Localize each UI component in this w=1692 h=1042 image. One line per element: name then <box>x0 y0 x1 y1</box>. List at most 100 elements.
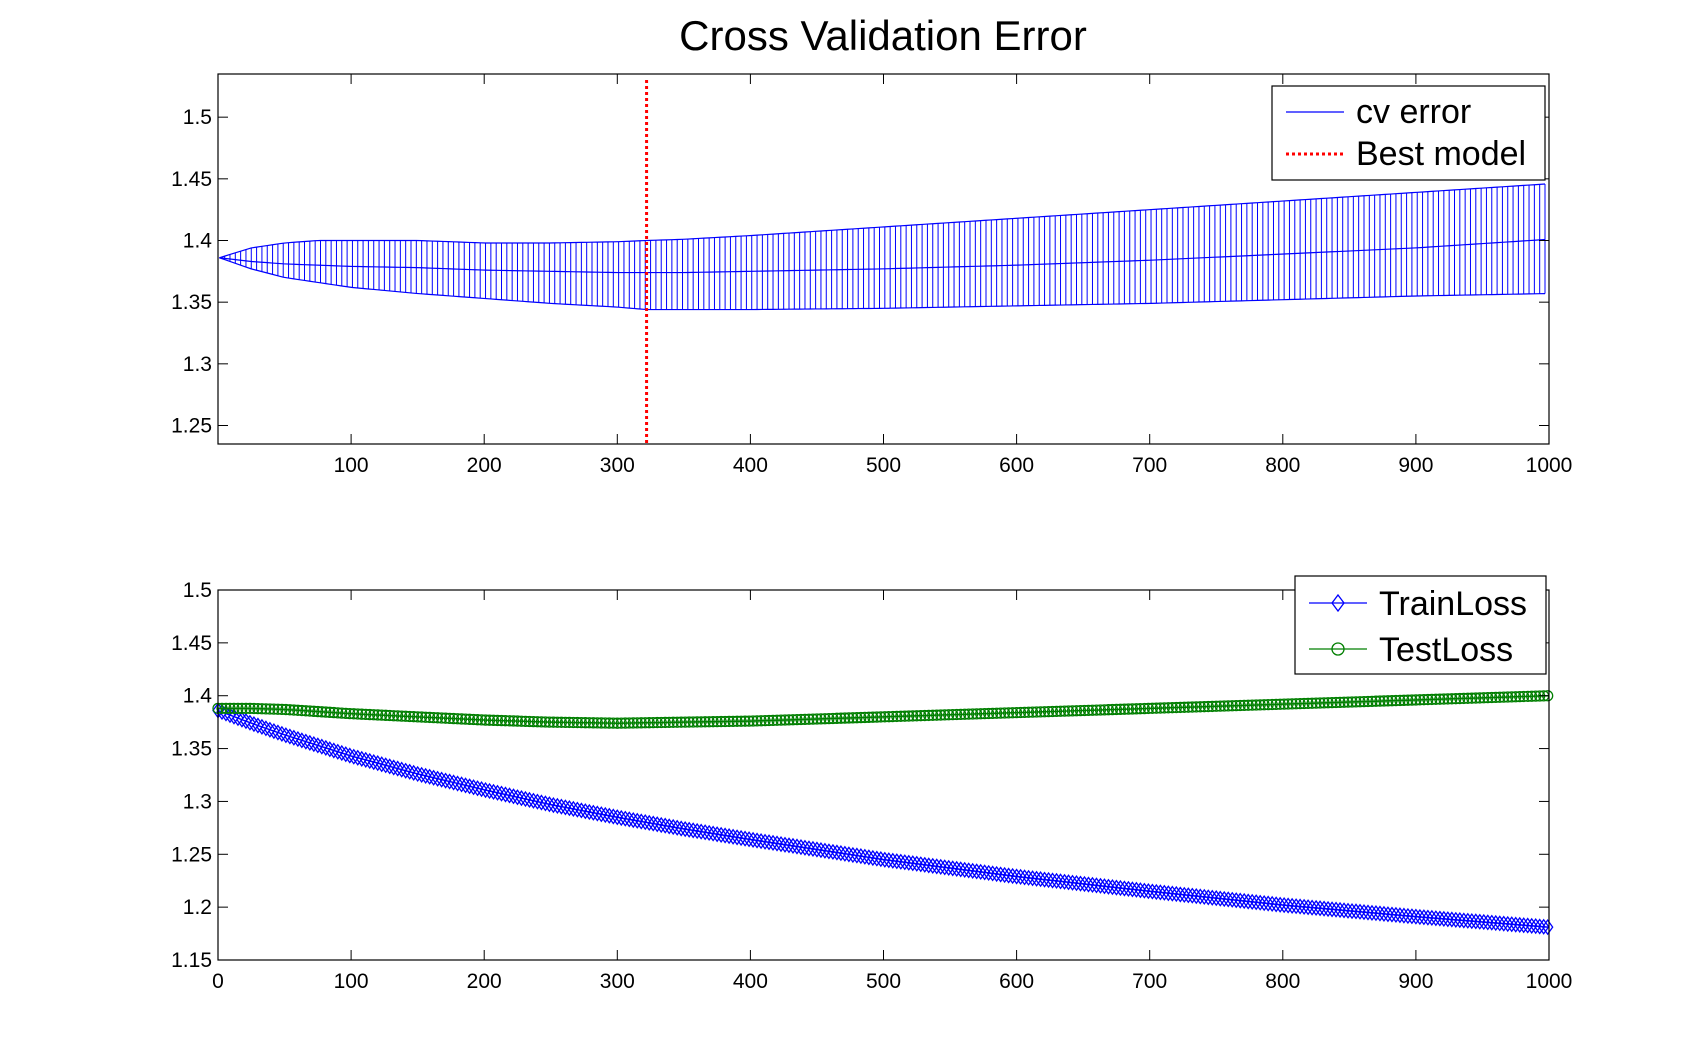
test-loss-marker <box>419 711 432 723</box>
train-loss-marker <box>891 853 903 870</box>
test-loss-marker <box>1002 707 1015 719</box>
y-tick-label: 1.15 <box>171 949 212 972</box>
test-loss-marker <box>411 711 424 723</box>
test-loss-marker <box>1022 706 1035 718</box>
train-loss-marker <box>1286 897 1298 914</box>
test-loss-marker <box>619 717 631 729</box>
train-loss-marker <box>747 831 759 849</box>
test-loss-marker <box>280 703 292 716</box>
test-loss-marker <box>1322 697 1334 709</box>
test-loss-marker <box>1290 698 1302 710</box>
train-loss-marker <box>320 739 332 757</box>
train-loss-marker <box>623 811 636 828</box>
test-loss-marker <box>855 711 867 724</box>
test-loss-marker <box>1014 706 1027 719</box>
test-loss-marker <box>471 714 484 726</box>
test-loss-marker <box>1526 690 1538 702</box>
train-loss-marker <box>679 821 691 838</box>
y-tick-label: 1.25 <box>171 415 212 438</box>
cv-error-upper-envelope <box>219 183 1546 259</box>
x-tick-label: 500 <box>866 454 901 477</box>
train-loss-marker <box>875 851 887 868</box>
test-loss-marker <box>384 709 396 722</box>
train-loss-marker <box>942 859 955 876</box>
test-loss-marker <box>300 705 312 717</box>
cv-error-mean-line <box>219 238 1546 274</box>
test-loss-marker <box>380 709 392 721</box>
train-loss-marker <box>531 793 544 810</box>
train-loss-marker <box>395 761 408 778</box>
test-loss-marker <box>791 713 803 726</box>
test-loss-marker <box>1470 692 1482 704</box>
train-loss-marker <box>1402 907 1414 925</box>
test-loss-marker <box>715 715 727 728</box>
train-loss-marker <box>411 765 424 783</box>
test-loss-marker <box>475 714 488 726</box>
train-loss-marker <box>1390 906 1402 924</box>
train-loss-marker <box>1290 898 1302 915</box>
test-loss-marker <box>823 712 835 725</box>
y-tick-label: 1.3 <box>183 353 212 376</box>
x-tick-label: 300 <box>600 970 635 993</box>
test-loss-marker <box>990 707 1003 719</box>
test-loss-marker <box>955 708 967 721</box>
test-loss-marker <box>1214 700 1226 712</box>
test-loss-marker <box>799 713 811 726</box>
test-loss-marker <box>699 716 711 728</box>
test-loss-marker <box>1102 704 1115 716</box>
test-loss-marker <box>899 710 911 722</box>
train-loss-marker <box>819 842 831 859</box>
test-loss-marker <box>1326 696 1338 709</box>
train-loss-marker <box>331 743 344 760</box>
train-loss-marker <box>619 810 632 827</box>
train-loss-marker <box>966 862 979 880</box>
y-tick-label: 1.5 <box>183 106 212 129</box>
train-loss-marker <box>280 727 292 744</box>
train-loss-marker <box>1450 911 1462 928</box>
test-loss-marker <box>575 716 588 729</box>
test-loss-marker <box>819 713 831 725</box>
train-loss-marker <box>1218 890 1231 908</box>
test-loss-marker <box>256 703 268 715</box>
test-loss-marker <box>1378 695 1390 707</box>
test-loss-marker <box>1138 702 1151 715</box>
train-loss-marker <box>391 760 404 777</box>
train-loss-marker <box>898 854 911 871</box>
train-loss-marker <box>1078 875 1091 893</box>
train-loss-marker <box>563 800 576 817</box>
test-loss-marker <box>1502 691 1514 703</box>
test-loss-marker <box>627 717 639 729</box>
test-loss-marker <box>763 714 775 727</box>
train-loss-marker <box>926 857 939 874</box>
train-loss-marker <box>815 842 827 859</box>
train-loss-marker <box>1050 872 1063 890</box>
train-loss-marker <box>359 751 372 769</box>
test-loss-marker <box>1162 702 1174 714</box>
train-loss-marker <box>1034 871 1047 888</box>
train-loss-marker <box>986 865 999 882</box>
test-loss-marker <box>867 711 879 723</box>
test-loss-marker <box>759 714 771 727</box>
train-loss-marker <box>615 809 628 827</box>
train-loss-marker <box>351 749 364 766</box>
test-loss-marker <box>1446 693 1458 705</box>
test-loss-marker <box>224 702 236 715</box>
test-loss-marker <box>1246 699 1258 711</box>
y-tick-label: 1.4 <box>183 230 213 253</box>
test-loss-marker <box>372 709 384 721</box>
test-loss-marker <box>1286 698 1298 710</box>
train-loss-marker <box>339 746 352 763</box>
train-loss-marker <box>771 835 783 852</box>
test-loss-marker <box>1370 695 1382 707</box>
test-loss-marker <box>408 711 420 723</box>
train-loss-marker <box>252 717 264 734</box>
train-loss-marker <box>371 755 384 772</box>
x-tick-label: 900 <box>1398 454 1433 477</box>
test-loss-marker <box>767 714 779 727</box>
train-loss-marker <box>587 804 600 821</box>
train-loss-marker <box>1298 898 1310 916</box>
y-tick-label: 1.25 <box>171 843 212 866</box>
y-tick-label: 1.2 <box>183 896 212 919</box>
train-loss-marker <box>1525 917 1538 934</box>
